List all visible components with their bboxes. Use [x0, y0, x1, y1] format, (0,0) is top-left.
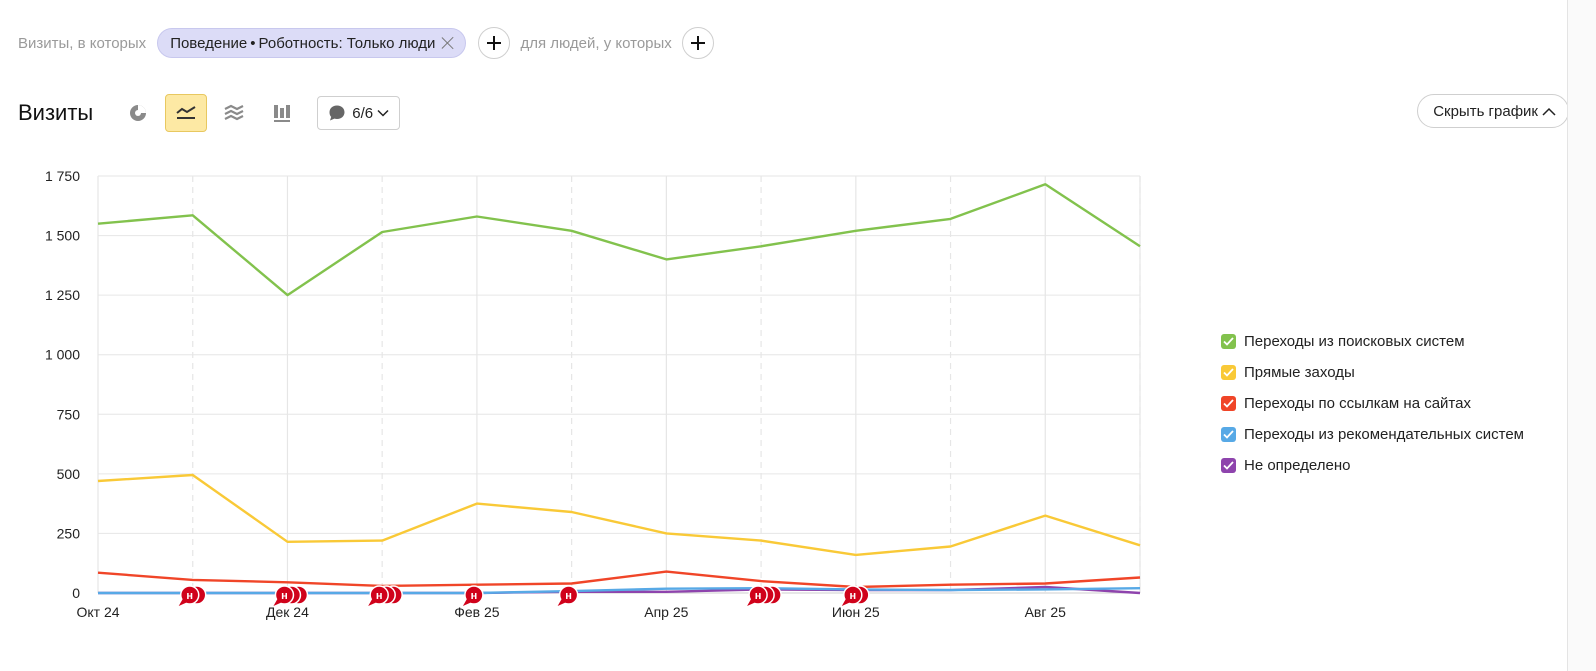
legend-label: Переходы по ссылкам на сайтах	[1244, 395, 1471, 412]
chevron-down-icon	[377, 109, 389, 117]
add-visit-condition-button[interactable]	[478, 27, 511, 59]
x-tick-label: Июн 25	[832, 604, 880, 620]
comment-bubble-icon	[558, 585, 579, 605]
annotation-marker[interactable]: н	[462, 585, 484, 606]
annotation-marker[interactable]: н	[178, 585, 207, 606]
page-scrollbar[interactable]	[1567, 0, 1596, 671]
comments-button[interactable]: 6/6	[317, 96, 401, 130]
comment-bubble-icon	[274, 585, 295, 605]
bar-chart-button[interactable]	[261, 94, 303, 132]
x-axis-ticks: Окт 24 Дек 24 Фев 25 Апр 25 Июн 25 Авг 25	[76, 604, 1066, 620]
legend-label: Не определено	[1244, 457, 1351, 474]
y-tick-label: 250	[57, 525, 81, 541]
line-chart-button[interactable]	[165, 94, 208, 132]
legend-item[interactable]: Переходы из рекомендательных систем	[1221, 419, 1524, 450]
x-tick-label: Апр 25	[644, 604, 688, 620]
annotation-marker[interactable]: н	[368, 585, 403, 606]
annotation-label: н	[376, 590, 383, 602]
legend-label: Прямые заходы	[1244, 364, 1355, 381]
chip-category: Поведение	[170, 34, 248, 52]
legend-item[interactable]: Не определено	[1221, 450, 1524, 481]
comment-bubble-tail	[462, 599, 472, 606]
comment-bubble-tail	[178, 599, 188, 606]
x-tick-label: Дек 24	[266, 604, 309, 620]
people-condition-label: для людей, у которых	[520, 34, 672, 52]
comments-count: 6/6	[352, 104, 374, 122]
comment-bubble-tail	[368, 599, 378, 606]
y-tick-label: 1 250	[45, 287, 80, 303]
legend-label: Переходы из поисковых систем	[1244, 333, 1465, 350]
segment-filter-bar: Визиты, в которых Поведение • Роботность…	[18, 27, 714, 59]
y-tick-label: 1 750	[45, 168, 80, 184]
line-chart-icon	[176, 106, 196, 119]
y-tick-label: 500	[57, 466, 81, 482]
y-tick-label: 1 000	[45, 347, 80, 363]
chart-toolbar: Визиты 6/6	[18, 93, 401, 133]
pie-chart-button[interactable]	[117, 94, 159, 132]
chart-grid	[97, 175, 1141, 594]
annotation-label: н	[849, 590, 856, 602]
chart-series	[97, 183, 1141, 595]
x-tick-label: Авг 25	[1025, 604, 1067, 620]
annotation-label: н	[186, 590, 193, 602]
checkbox-checked-icon[interactable]	[1221, 334, 1236, 349]
annotation-marker[interactable]: н	[557, 585, 579, 606]
hide-chart-label: Скрыть график	[1433, 102, 1538, 120]
hide-chart-button[interactable]: Скрыть график	[1417, 94, 1569, 128]
y-tick-label: 750	[57, 406, 81, 422]
comment-bubble-icon	[179, 585, 200, 605]
chip-separator: •	[250, 34, 256, 52]
add-people-condition-button[interactable]	[681, 27, 714, 59]
close-icon[interactable]	[441, 36, 455, 50]
y-tick-label: 0	[72, 585, 80, 601]
area-chart-icon	[224, 104, 244, 121]
annotation-marker[interactable]: н	[273, 585, 309, 606]
chip-value: Роботность: Только люди	[258, 34, 436, 52]
pie-chart-icon	[130, 105, 147, 121]
x-tick-label: Окт 24	[76, 604, 119, 620]
area-chart-button[interactable]	[213, 94, 255, 132]
series-line	[97, 183, 1141, 297]
checkbox-checked-icon[interactable]	[1221, 427, 1236, 442]
legend-item[interactable]: Переходы из поисковых систем	[1221, 326, 1524, 357]
plus-icon	[487, 36, 502, 50]
comment-bubble-tail	[273, 599, 283, 606]
comment-bubble-icon	[843, 585, 863, 605]
chevron-up-icon	[1542, 107, 1556, 116]
y-axis-ticks: 1 750 1 500 1 250 1 000 750 500 250 0	[45, 168, 80, 601]
chart-legend: Переходы из поисковых систем Прямые заход…	[1221, 326, 1524, 481]
legend-label: Переходы из рекомендательных систем	[1244, 426, 1524, 443]
comment-bubble-icon	[369, 585, 389, 605]
bar-chart-icon	[274, 105, 291, 122]
filter-chip-behavior[interactable]: Поведение • Роботность: Только люди	[157, 28, 467, 58]
comment-bubble-icon	[464, 585, 484, 605]
checkbox-checked-icon[interactable]	[1221, 396, 1236, 411]
visits-condition-label: Визиты, в которых	[18, 34, 147, 52]
annotation-label: н	[755, 590, 762, 602]
annotation-marker[interactable]: н	[747, 585, 782, 606]
y-tick-label: 1 500	[45, 228, 80, 244]
comment-bubble-icon	[748, 585, 768, 605]
page-title: Визиты	[18, 100, 94, 125]
visits-line-chart: 1 750 1 500 1 250 1 000 750 500 250 0 Окт 24 Дек…	[45, 168, 1141, 620]
annotation-label: н	[471, 590, 478, 602]
annotation-label: н	[565, 590, 572, 602]
series-line	[97, 570, 1141, 589]
comment-bubble-tail	[557, 599, 567, 606]
series-line	[98, 587, 1141, 595]
comment-bubble-tail	[747, 599, 757, 606]
checkbox-checked-icon[interactable]	[1221, 458, 1236, 473]
x-tick-label: Фев 25	[454, 604, 500, 620]
series-line	[97, 473, 1141, 557]
comment-bubble-tail	[841, 599, 851, 606]
checkbox-checked-icon[interactable]	[1221, 365, 1236, 380]
annotation-label: н	[281, 590, 288, 602]
plus-icon	[690, 36, 705, 50]
legend-item[interactable]: Переходы по ссылкам на сайтах	[1221, 388, 1524, 419]
annotation-marker[interactable]: н	[841, 585, 870, 606]
legend-item[interactable]: Прямые заходы	[1221, 357, 1524, 388]
comment-icon	[329, 105, 345, 121]
